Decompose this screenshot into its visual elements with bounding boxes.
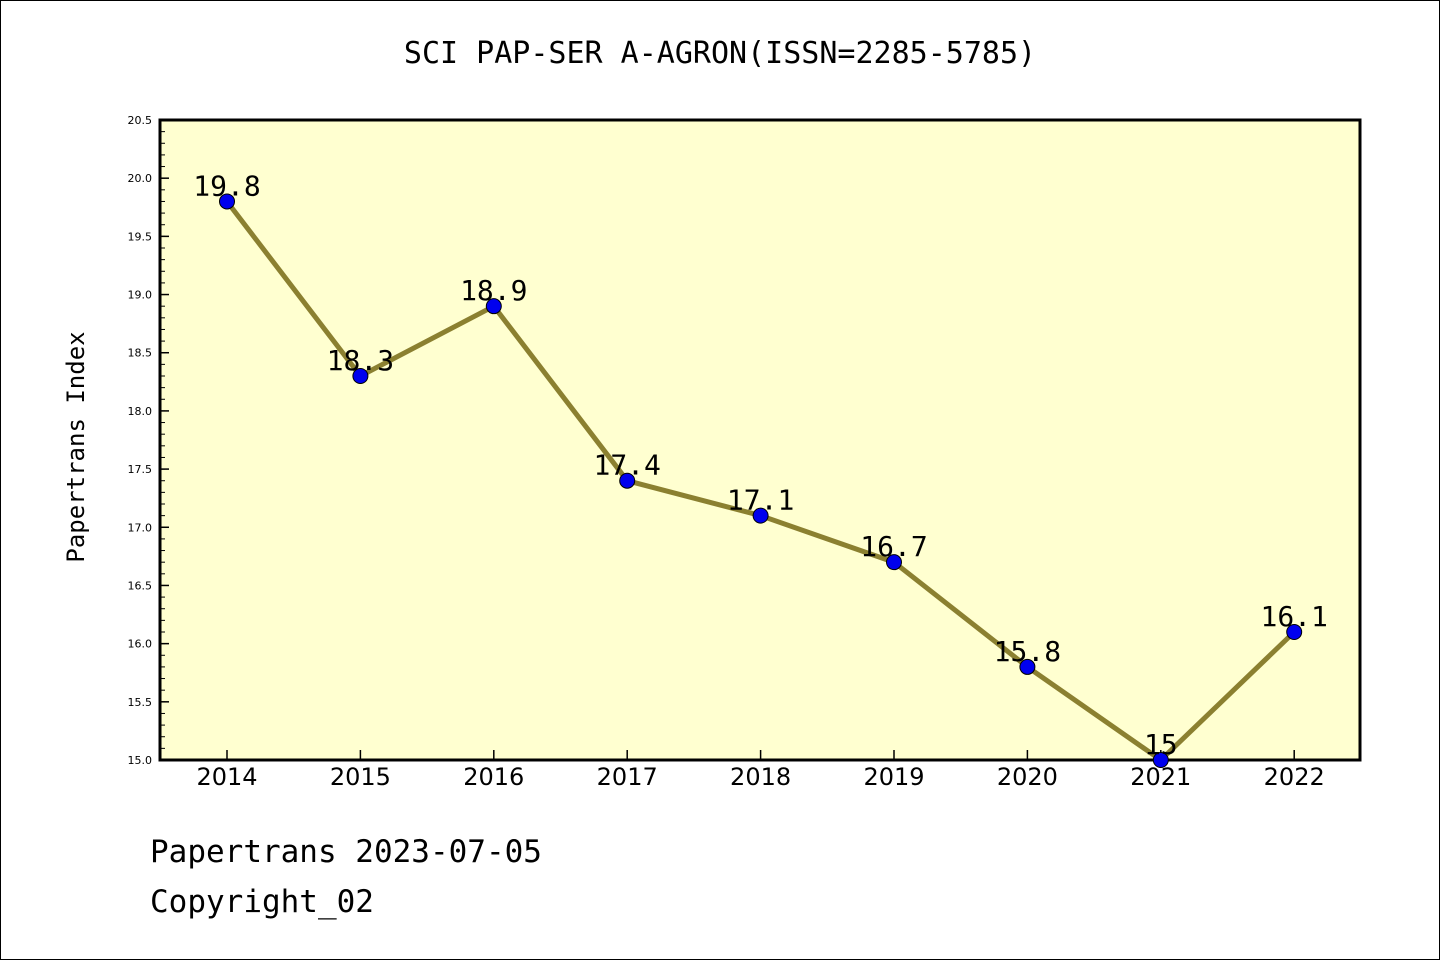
y-axis-ticks: 15.0 15.5 16.0 16.5 17.0 17.5 18.0 18.5 19.0 19.5… (128, 114, 169, 767)
data-label: 15 (1144, 728, 1178, 761)
x-axis-ticks: 2014 2015 2016 2017 2018 2019 2020 2021 2022 (196, 750, 1325, 791)
data-label: 17.1 (727, 484, 794, 517)
data-label: 17.4 (593, 449, 660, 482)
x-tick-label: 2016 (463, 763, 524, 791)
x-tick-label: 2018 (730, 763, 791, 791)
y-tick-label: 15.0 (128, 754, 153, 767)
chart-title: SCI PAP-SER A-AGRON(ISSN=2285-5785) (403, 36, 1037, 71)
data-point (1152, 752, 1169, 768)
x-tick-label: 2015 (330, 763, 391, 791)
x-tick-label: 2020 (997, 763, 1058, 791)
data-label: 18.3 (327, 344, 394, 377)
y-tick-label: 19.5 (128, 230, 153, 243)
data-point (1286, 624, 1303, 640)
y-tick-label: 16.5 (128, 579, 153, 592)
x-tick-label: 2017 (597, 763, 658, 791)
y-tick-label: 17.0 (128, 521, 153, 534)
y-tick-label: 18.0 (128, 405, 153, 418)
y-tick-label: 15.5 (128, 696, 153, 709)
data-point (886, 554, 902, 571)
x-tick-label: 2022 (1264, 763, 1325, 791)
y-tick-label: 20.5 (128, 114, 153, 127)
footer-copyright-text: Copyright_02 (150, 884, 374, 920)
data-point (352, 368, 369, 384)
data-label: 18.9 (460, 274, 527, 307)
data-point (1019, 658, 1036, 675)
x-tick-label: 2014 (196, 763, 257, 791)
y-tick-label: 20.0 (128, 172, 153, 185)
data-label: 15.8 (994, 635, 1061, 668)
plot-area (158, 118, 1362, 762)
data-point (485, 298, 502, 315)
data-labels: 19.8 18.3 18.9 17.4 17.1 16.7 15.8 15 16.1 (193, 169, 1328, 761)
footer-date-text: Papertrans 2023-07-05 (150, 834, 542, 870)
data-markers (219, 193, 1303, 768)
data-label: 16.1 (1260, 600, 1327, 633)
y-tick-label: 19.0 (128, 289, 153, 302)
y-tick-label: 18.5 (128, 347, 153, 360)
data-label: 19.8 (193, 169, 260, 202)
y-tick-label: 16.0 (128, 638, 153, 651)
data-point (619, 472, 636, 489)
data-point (752, 507, 769, 524)
data-label: 16.7 (860, 530, 927, 563)
y-tick-label: 17.5 (128, 463, 153, 476)
data-point (219, 193, 235, 210)
x-tick-label: 2019 (863, 763, 924, 791)
